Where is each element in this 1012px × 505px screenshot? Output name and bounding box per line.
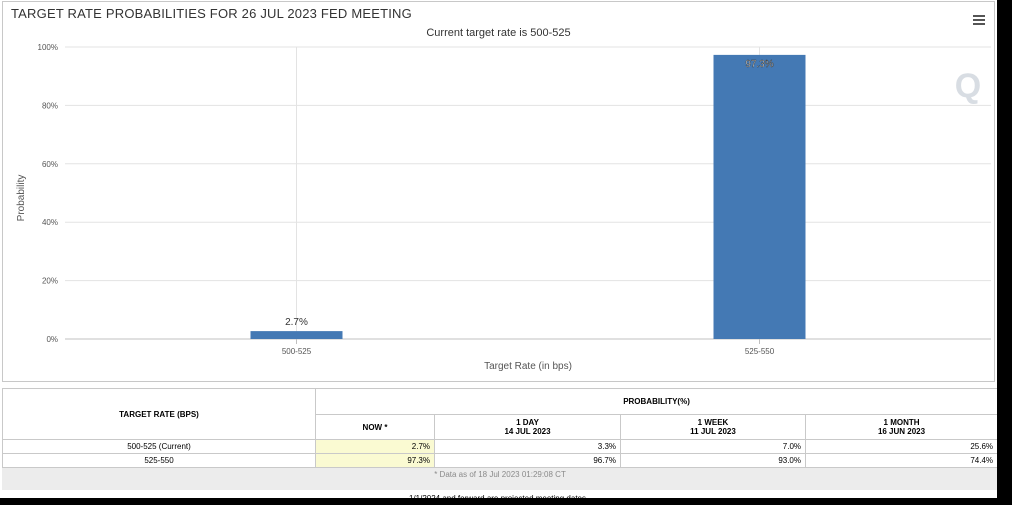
header-1month: 1 MONTH 16 JUN 2023 xyxy=(804,414,999,440)
chart-svg: 0% 20% 40% 60% 80% 100% Probability 2.7% 500-525… xyxy=(16,43,991,372)
chart-title: TARGET RATE PROBABILITIES FOR 26 JUL 202… xyxy=(11,6,412,21)
watermark-logo: Q xyxy=(955,67,981,105)
y-tick-label: 60% xyxy=(42,160,58,169)
row-value-1week: 93.0% xyxy=(620,453,806,468)
screen-border-right xyxy=(997,0,1012,505)
y-tick-label: 0% xyxy=(46,335,58,344)
row-value-now: 97.3% xyxy=(315,453,435,468)
y-tick-label: 40% xyxy=(42,218,58,227)
table-row: 500-525 (Current) 2.7% 3.3% 7.0% 25.6% xyxy=(2,439,999,454)
y-tick-label: 20% xyxy=(42,277,58,286)
screen-border-bottom xyxy=(0,498,1012,505)
row-rate-label: 525-550 xyxy=(2,453,316,468)
bar-data-label: 97.3% xyxy=(745,59,773,70)
row-rate-label: 500-525 (Current) xyxy=(2,439,316,454)
row-value-now: 2.7% xyxy=(315,439,435,454)
header-1week: 1 WEEK 11 JUL 2023 xyxy=(620,414,806,440)
header-now: NOW * xyxy=(315,414,435,440)
y-tick-label: 80% xyxy=(42,101,58,110)
row-value-1month: 25.6% xyxy=(804,439,999,454)
chart-subtitle: Current target rate is 500-525 xyxy=(426,27,571,39)
y-tick-label: 100% xyxy=(38,43,58,52)
header-probability: PROBABILITY(%) xyxy=(314,388,999,415)
chart-panel: TARGET RATE PROBABILITIES FOR 26 JUL 202… xyxy=(2,1,995,382)
bar-data-label: 2.7% xyxy=(285,317,308,328)
x-tick-label: 500-525 xyxy=(282,347,312,356)
y-axis-label: Probability xyxy=(16,175,27,222)
header-target-rate: TARGET RATE (BPS) xyxy=(2,388,316,440)
chart-menu-icon[interactable] xyxy=(971,14,987,26)
row-value-1day: 3.3% xyxy=(434,439,621,454)
row-value-1month: 74.4% xyxy=(804,453,999,468)
bar xyxy=(713,54,806,339)
row-value-1week: 7.0% xyxy=(620,439,806,454)
probability-table: TARGET RATE (BPS) PROBABILITY(%) NOW * 1… xyxy=(2,388,999,490)
data-as-of-note: * Data as of 18 Jul 2023 01:29:08 CT xyxy=(2,467,998,482)
x-axis-label: Target Rate (in bps) xyxy=(484,361,572,372)
header-1day: 1 DAY 14 JUL 2023 xyxy=(434,414,621,440)
x-tick-label: 525-550 xyxy=(745,347,775,356)
table-row: 525-550 97.3% 96.7% 93.0% 74.4% xyxy=(2,453,999,468)
row-value-1day: 96.7% xyxy=(434,453,621,468)
bar xyxy=(250,331,343,339)
